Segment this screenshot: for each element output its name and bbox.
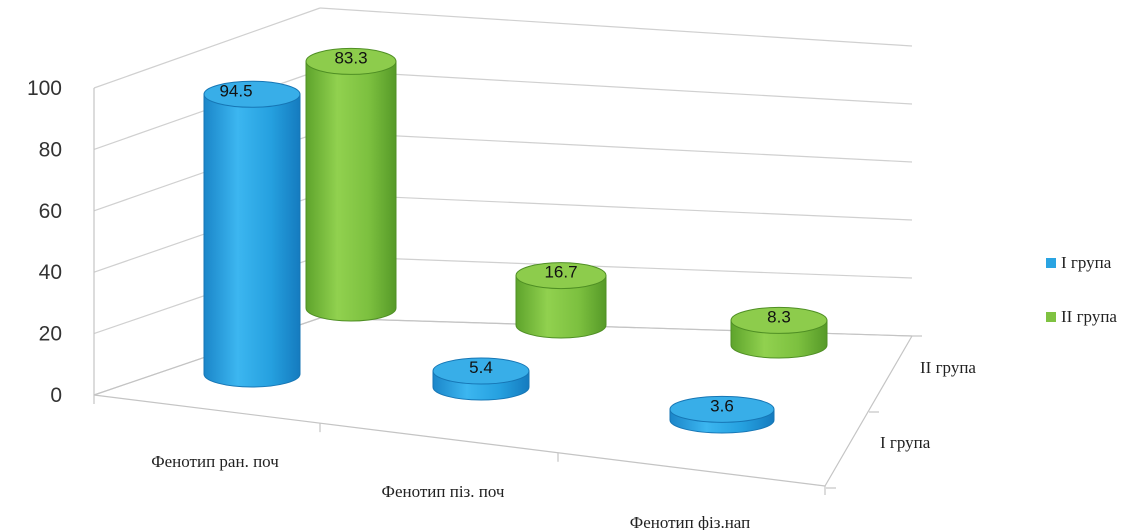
y-tick-label: 80 bbox=[39, 138, 62, 161]
back-gridline bbox=[319, 131, 913, 163]
cylinder-top bbox=[669, 395, 775, 423]
category-label: Фенотип фiз.нап bbox=[630, 513, 750, 530]
data-label: 16.7 bbox=[544, 263, 577, 282]
data-label: 5.4 bbox=[469, 358, 493, 377]
bar-group2-cat1: 83.3 bbox=[305, 47, 397, 322]
legend-swatch bbox=[1046, 312, 1056, 322]
category-label: Фенотип пiз. поч bbox=[382, 482, 505, 501]
cylinder-top bbox=[305, 47, 397, 75]
data-label: 94.5 bbox=[219, 81, 252, 100]
y-tick-label: 100 bbox=[27, 77, 62, 100]
depth-label: I група bbox=[880, 433, 931, 452]
cylinder-top bbox=[730, 306, 828, 334]
data-label: 8.3 bbox=[767, 307, 791, 326]
legend-label: I група bbox=[1061, 253, 1112, 272]
y-tick-label: 60 bbox=[39, 200, 62, 223]
back-gridline bbox=[319, 193, 913, 221]
cylinder-top bbox=[515, 262, 607, 290]
y-tick-labels: 0 20 40 60 80 100 bbox=[27, 77, 62, 407]
legend-item: I група bbox=[1046, 253, 1112, 272]
category-labels: Фенотип ран. поч Фенотип пiз. поч Фенотип … bbox=[151, 452, 750, 530]
side-gridline bbox=[93, 7, 321, 89]
bar-group1-cat3: 3.6 bbox=[669, 395, 775, 434]
cylinder-body bbox=[305, 60, 397, 322]
legend-item: II група bbox=[1046, 307, 1117, 326]
bar-group2-cat3: 8.3 bbox=[730, 306, 828, 359]
bars: 83.3 16.7 8.3 94.5 5.4 3.6 bbox=[203, 47, 828, 434]
y-tick-label: 0 bbox=[50, 384, 62, 407]
floor-right-edge bbox=[824, 335, 913, 487]
data-label: 3.6 bbox=[710, 396, 734, 415]
bar-group2-cat2: 16.7 bbox=[515, 262, 607, 339]
legend-swatch bbox=[1046, 258, 1056, 268]
back-gridline bbox=[319, 7, 913, 47]
floor-front-edge bbox=[93, 394, 826, 487]
depth-label: II група bbox=[920, 358, 976, 377]
bar-group1-cat2: 5.4 bbox=[432, 357, 530, 401]
legend: I група II група bbox=[1046, 253, 1117, 326]
cylinder-body bbox=[515, 275, 607, 339]
back-gridline bbox=[319, 255, 913, 279]
back-gridline bbox=[319, 69, 913, 105]
cylinder-top bbox=[432, 357, 530, 385]
data-label: 83.3 bbox=[334, 48, 367, 67]
y-tick-label: 20 bbox=[39, 323, 62, 346]
legend-label: II група bbox=[1061, 307, 1117, 326]
category-label: Фенотип ран. поч bbox=[151, 452, 279, 471]
y-tick-label: 40 bbox=[39, 261, 62, 284]
bar-group1-cat1: 94.5 bbox=[203, 80, 301, 388]
cylinder-body bbox=[203, 93, 301, 388]
depth-labels: I група II група bbox=[880, 358, 976, 452]
cylinder-top bbox=[203, 80, 301, 108]
